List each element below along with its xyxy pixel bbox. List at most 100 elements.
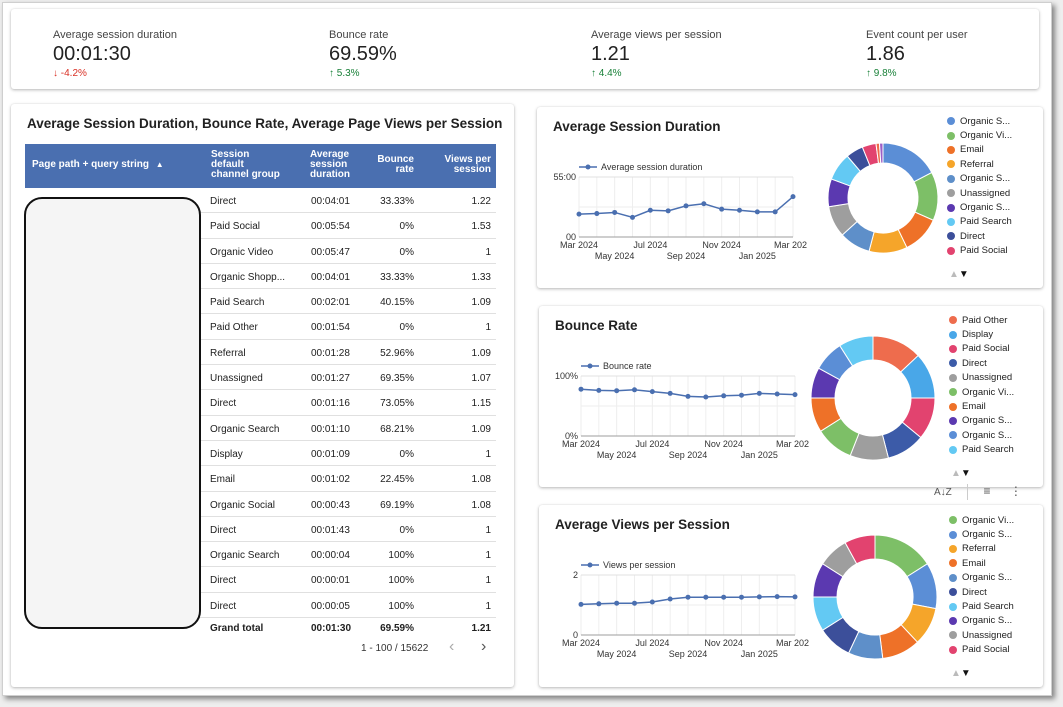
data-point[interactable] [649, 389, 655, 395]
data-point[interactable] [596, 387, 602, 393]
data-point[interactable] [630, 214, 635, 220]
data-point[interactable] [739, 392, 744, 398]
more-vert-icon[interactable]: ⋮ [1009, 484, 1022, 499]
data-point[interactable] [719, 206, 725, 212]
pie-slice[interactable] [844, 534, 876, 565]
legend-item[interactable]: Organic S... [949, 428, 1014, 442]
kpi-bounce-rate[interactable]: Bounce rate 69.59% ↑ 5.3% [329, 29, 397, 79]
legend-pager[interactable]: ▲▼ [949, 269, 969, 280]
legend-item[interactable]: Paid Social [949, 643, 1014, 657]
data-point[interactable] [721, 393, 727, 399]
table-row[interactable]: Direct 00:00:01 100% 1 [25, 567, 496, 593]
data-point[interactable] [647, 207, 653, 213]
legend-item[interactable]: Direct [947, 229, 1012, 243]
chevron-left-icon[interactable]: ‹ [449, 638, 455, 655]
pie-slice[interactable] [878, 142, 884, 164]
header-views-per-session[interactable]: Views per session [444, 155, 491, 175]
legend-item[interactable]: Paid Search [949, 599, 1014, 613]
arrow-down-icon[interactable]: ▼ [958, 269, 969, 280]
table-row[interactable]: Direct 00:01:16 73.05% 1.15 [25, 390, 496, 416]
data-point[interactable] [756, 390, 762, 396]
legend-item[interactable]: Paid Search [947, 215, 1012, 229]
kpi-average-views-per-session[interactable]: Average views per session 1.21 ↑ 4.4% [591, 29, 722, 79]
legend-item[interactable]: Organic S... [949, 614, 1014, 628]
table-row[interactable]: Direct 00:04:01 33.33% 1.22 [25, 188, 496, 214]
data-point[interactable] [632, 387, 637, 393]
legend-item[interactable]: Direct [949, 356, 1014, 370]
table-row[interactable]: Direct 00:01:43 0% 1 [25, 517, 496, 543]
legend-item[interactable]: Organic Vi... [947, 128, 1012, 142]
chevron-right-icon[interactable]: › [481, 638, 487, 655]
data-point[interactable] [754, 209, 760, 215]
table-row[interactable]: Organic Shopp... 00:04:01 33.33% 1.33 [25, 264, 496, 290]
legend-item[interactable]: Email [949, 556, 1014, 570]
legend-item[interactable]: Unassigned [947, 186, 1012, 200]
table-row[interactable]: Paid Search 00:02:01 40.15% 1.09 [25, 289, 496, 315]
data-point[interactable] [721, 594, 727, 600]
data-point[interactable] [792, 594, 798, 600]
arrow-up-icon[interactable]: ▲ [949, 269, 959, 280]
table-row[interactable]: Paid Other 00:01:54 0% 1 [25, 314, 496, 340]
data-point[interactable] [667, 596, 673, 602]
legend-item[interactable]: Email [947, 143, 1012, 157]
table-row[interactable]: Organic Search 00:00:04 100% 1 [25, 542, 496, 568]
data-point[interactable] [756, 594, 762, 600]
data-point[interactable] [614, 600, 620, 606]
data-point[interactable] [578, 386, 584, 392]
sort-az-icon[interactable]: A↓Z [934, 487, 952, 499]
data-point[interactable] [665, 208, 671, 214]
table-row[interactable]: Display 00:01:09 0% 1 [25, 441, 496, 467]
data-point[interactable] [701, 201, 707, 207]
pie-slice[interactable] [839, 335, 874, 367]
avg-session-duration-donut-chart[interactable] [827, 135, 939, 263]
data-point[interactable] [790, 194, 796, 200]
legend-item[interactable]: Organic S... [947, 172, 1012, 186]
legend-item[interactable]: Organic S... [949, 527, 1014, 541]
legend-pager[interactable]: ▲▼ [951, 468, 971, 479]
arrow-up-icon[interactable]: ▲ [951, 668, 961, 679]
legend-item[interactable]: Unassigned [949, 371, 1014, 385]
data-point[interactable] [632, 600, 637, 606]
table-row[interactable]: Referral 00:01:28 52.96% 1.09 [25, 340, 496, 366]
bounce-rate-line-chart[interactable]: Bounce rate 100% 0%Mar 2024 Jul 2024 Nov 202… [539, 346, 809, 466]
data-point[interactable] [774, 594, 780, 600]
legend-pager[interactable]: ▲▼ [951, 668, 971, 679]
table-row[interactable]: Organic Search 00:01:10 68.21% 1.09 [25, 416, 496, 441]
data-point[interactable] [594, 211, 600, 217]
legend-item[interactable]: Unassigned [949, 628, 1014, 642]
arrow-down-icon[interactable]: ▼ [960, 668, 971, 679]
data-point[interactable] [667, 390, 673, 396]
data-point[interactable] [685, 393, 691, 399]
legend-item[interactable]: Paid Search [949, 443, 1014, 457]
table-row[interactable]: Organic Video 00:05:47 0% 1 [25, 239, 496, 264]
table-row[interactable]: Organic Social 00:00:43 69.19% 1.08 [25, 492, 496, 517]
bounce-rate-donut-chart[interactable] [807, 330, 939, 470]
legend-item[interactable]: Display [949, 327, 1014, 341]
data-point[interactable] [772, 209, 778, 215]
header-avg-session-duration[interactable]: Average session duration [310, 150, 350, 180]
legend-item[interactable]: Paid Social [949, 342, 1014, 356]
legend-item[interactable]: Referral [947, 157, 1012, 171]
legend-item[interactable]: Organic S... [947, 200, 1012, 214]
data-point[interactable] [792, 392, 798, 398]
table-row[interactable]: Direct 00:00:05 100% 1 [25, 593, 496, 619]
data-point[interactable] [683, 203, 689, 209]
filter-icon[interactable]: ≡ [983, 484, 991, 499]
legend-item[interactable]: Paid Other [949, 313, 1014, 327]
data-point[interactable] [737, 207, 742, 213]
data-point[interactable] [578, 601, 584, 607]
kpi-event-count-per-user[interactable]: Event count per user 1.86 ↑ 9.8% [866, 29, 968, 79]
data-point[interactable] [596, 601, 602, 607]
legend-item[interactable]: Organic Vi... [949, 513, 1014, 527]
arrow-up-icon[interactable]: ▲ [951, 468, 961, 479]
legend-item[interactable]: Organic S... [949, 414, 1014, 428]
table-row[interactable]: Email 00:01:02 22.45% 1.08 [25, 466, 496, 492]
data-point[interactable] [649, 599, 655, 605]
legend-item[interactable]: Referral [949, 542, 1014, 556]
data-point[interactable] [774, 391, 780, 397]
data-point[interactable] [739, 594, 744, 600]
data-point[interactable] [703, 394, 709, 400]
legend-item[interactable]: Paid Social [947, 244, 1012, 258]
